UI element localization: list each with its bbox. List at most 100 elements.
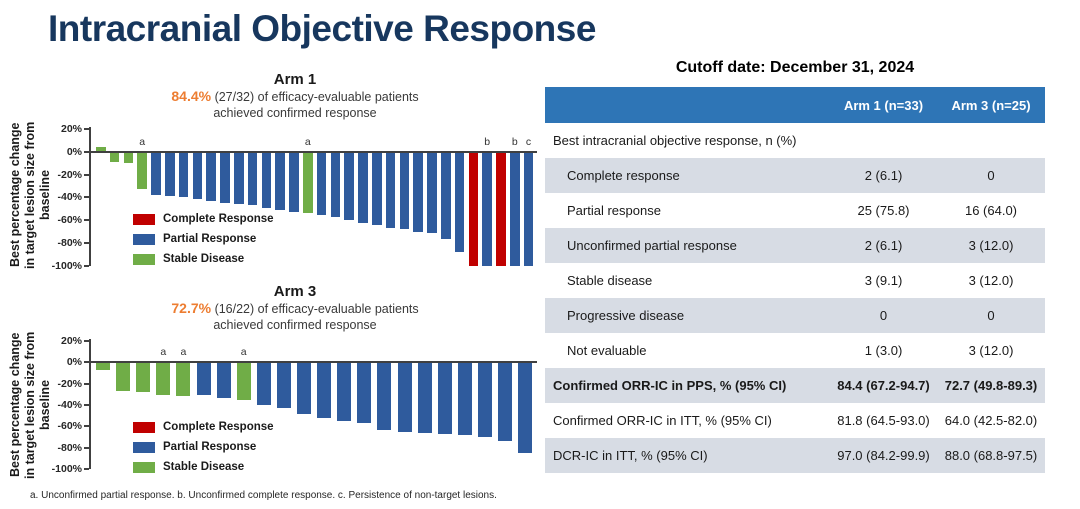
waterfall-bar bbox=[276, 362, 291, 409]
waterfall-bar bbox=[358, 151, 368, 223]
table-header-cell bbox=[545, 87, 830, 123]
waterfall-bar bbox=[417, 362, 432, 433]
arm1-value-cell: 0 bbox=[830, 298, 937, 333]
legend-label: Partial Response bbox=[163, 441, 257, 453]
legend-item: Partial Response bbox=[133, 437, 274, 457]
arm3-legend: Complete Response Partial Response Stable … bbox=[133, 417, 274, 477]
chart-arm3-subtitle: 72.7% (16/22) of efficacy-evaluable pati… bbox=[60, 300, 530, 333]
waterfall-bar bbox=[413, 151, 423, 232]
row-label: DCR-IC in ITT, % (95% CI) bbox=[545, 438, 830, 473]
table-row: Best intracranial objective response, n … bbox=[545, 123, 1045, 158]
waterfall-bar bbox=[156, 362, 171, 396]
legend-swatch bbox=[133, 233, 155, 245]
waterfall-bar bbox=[344, 151, 354, 221]
chart-arm1-subtitle: 84.4% (27/32) of efficacy-evaluable pati… bbox=[60, 88, 530, 121]
waterfall-bar bbox=[468, 151, 479, 266]
waterfall-bar bbox=[256, 362, 271, 405]
arm3-value-cell: 3 (12.0) bbox=[968, 343, 1014, 358]
waterfall-bar bbox=[234, 151, 244, 205]
table-row: DCR-IC in ITT, % (95% CI) 97.0 (84.2-99.9… bbox=[545, 438, 1045, 473]
arm3-value-cell: 0 bbox=[937, 298, 1045, 333]
waterfall-bar bbox=[372, 151, 382, 225]
page-title: Intracranial Objective Response bbox=[48, 8, 596, 49]
table-row: Not evaluable 1 (3.0) 3 (12.0) bbox=[545, 333, 1045, 368]
bar-annotation: c bbox=[525, 135, 532, 148]
waterfall-bar bbox=[427, 151, 437, 233]
footnote: a. Unconfirmed partial response. b. Unco… bbox=[30, 490, 497, 501]
arm3-value-cell: 3 (12.0) bbox=[968, 273, 1014, 288]
y-tick-label: 20% bbox=[60, 122, 82, 135]
y-tick-mark bbox=[84, 265, 89, 267]
waterfall-bar bbox=[303, 151, 313, 214]
waterfall-bar bbox=[518, 362, 533, 453]
y-tick-label: -20% bbox=[57, 168, 82, 181]
waterfall-bar bbox=[109, 151, 120, 163]
waterfall-bar bbox=[316, 151, 327, 215]
table-header-cell: Arm 3 (n=25) bbox=[937, 87, 1045, 123]
bar-annotation: a bbox=[139, 135, 146, 148]
waterfall-bar bbox=[220, 151, 230, 204]
arm1-value-cell: 81.8 (64.5-93.0) bbox=[837, 413, 930, 428]
y-tick-label: -100% bbox=[51, 260, 82, 272]
waterfall-bar bbox=[275, 151, 285, 211]
y-tick-label: -60% bbox=[57, 420, 82, 433]
y-tick-mark bbox=[84, 425, 89, 428]
y-tick-mark bbox=[84, 173, 89, 176]
row-label: Complete response bbox=[545, 158, 830, 193]
zero-baseline bbox=[89, 361, 537, 364]
arm3-value-cell: 16 (64.0) bbox=[964, 203, 1018, 218]
y-tick-mark bbox=[84, 382, 89, 385]
row-label: Confirmed ORR-IC in ITT, % (95% CI) bbox=[553, 413, 772, 428]
arm1-value-cell bbox=[830, 123, 937, 158]
table-row: Confirmed ORR-IC in PPS, % (95% CI) 84.4 … bbox=[545, 368, 1045, 403]
y-tick-mark bbox=[84, 446, 89, 449]
bar-annotation: b bbox=[511, 135, 518, 148]
waterfall-bar bbox=[151, 151, 161, 196]
waterfall-bar bbox=[137, 151, 147, 190]
arm1-y-axis-line bbox=[89, 127, 91, 266]
waterfall-bar bbox=[330, 151, 341, 217]
arm3-value-cell bbox=[937, 123, 1045, 158]
arm3-value-cell: 0 bbox=[937, 158, 1045, 193]
waterfall-bar bbox=[136, 362, 151, 393]
table-row: Progressive disease 0 0 bbox=[545, 298, 1045, 333]
chart-arm3-header: Arm 3 72.7% (16/22) of efficacy-evaluabl… bbox=[60, 283, 530, 333]
bar-annotation: a bbox=[180, 346, 187, 359]
arm3-waterfall-plot: Complete Response Partial Response Stable … bbox=[52, 335, 537, 475]
waterfall-bar bbox=[123, 151, 134, 164]
waterfall-bar bbox=[454, 151, 465, 253]
y-tick-label: -80% bbox=[57, 237, 82, 250]
waterfall-bar bbox=[523, 151, 534, 266]
legend-item: Complete Response bbox=[133, 209, 274, 229]
y-tick-label: 20% bbox=[60, 334, 82, 347]
table-header-cell: Arm 1 (n=33) bbox=[830, 87, 937, 123]
waterfall-bar bbox=[337, 362, 352, 421]
arm3-value-cell: 3 (12.0) bbox=[937, 228, 1045, 263]
arm1-subtitle-text: (27/32) of efficacy-evaluable patients bbox=[214, 90, 419, 104]
waterfall-bar bbox=[482, 151, 492, 266]
waterfall-bar bbox=[247, 151, 258, 206]
chart-arm3-title: Arm 3 bbox=[273, 283, 317, 300]
row-label: Best intracranial objective response, n … bbox=[553, 133, 797, 148]
bar-annotation: a bbox=[160, 346, 167, 359]
legend-label: Stable Disease bbox=[163, 253, 245, 265]
waterfall-bar bbox=[216, 362, 231, 398]
legend-label: Complete Response bbox=[163, 421, 274, 433]
y-tick-label: -20% bbox=[57, 377, 82, 390]
waterfall-bar bbox=[196, 362, 211, 396]
arm1-value-cell: 25 (75.8) bbox=[857, 203, 910, 218]
waterfall-bar bbox=[96, 147, 106, 152]
waterfall-bar bbox=[477, 362, 492, 437]
y-tick-mark bbox=[84, 127, 89, 130]
waterfall-bar bbox=[437, 362, 452, 434]
arm1-value-cell: 1 (3.0) bbox=[864, 343, 903, 358]
y-tick-label: -60% bbox=[57, 214, 82, 227]
arm1-subtitle-line2: achieved confirmed response bbox=[213, 106, 377, 120]
waterfall-bar bbox=[377, 362, 392, 430]
bar-annotation: b bbox=[484, 135, 491, 148]
y-tick-label: -40% bbox=[57, 191, 82, 204]
waterfall-bar bbox=[236, 362, 251, 400]
y-tick-mark bbox=[84, 242, 89, 245]
arm1-value-cell: 2 (6.1) bbox=[830, 158, 937, 193]
